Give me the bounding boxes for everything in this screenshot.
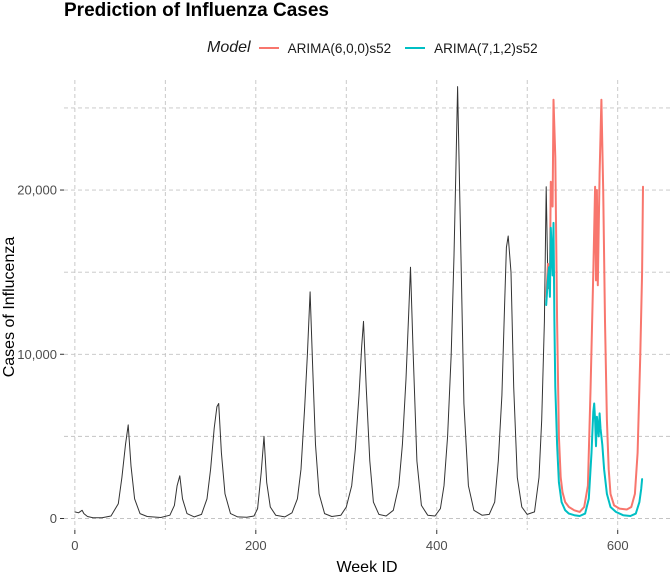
y-tick-label: 10,000 [17,347,57,362]
legend-swatch-arima-712 [405,47,426,49]
chart-title: Prediction of Influenza Cases [64,0,329,21]
x-tick-label: 400 [426,538,448,553]
y-tick-label: 0 [50,511,57,526]
x-axis-label: Week ID [336,559,397,576]
legend-title: Model [207,39,251,56]
series-line-observed [74,86,549,519]
legend-label-arima-712: ARIMA(7,1,2)s52 [434,40,538,56]
series-lines [74,86,644,519]
grid-lines [64,80,672,530]
legend: Model ARIMA(6,0,0)s52 ARIMA(7,1,2)s52 [207,37,552,59]
y-tick-label: 20,000 [17,183,57,198]
x-tick-label: 0 [71,538,78,553]
x-tick-label: 600 [607,538,629,553]
x-tick-label: 200 [245,538,267,553]
series-line-2 [545,221,644,517]
legend-item-arima-600: ARIMA(6,0,0)s52 [258,40,392,56]
series-line-1 [545,98,644,513]
legend-swatch-arima-600 [258,47,279,49]
y-axis-label: Cases of Influcenza [1,237,18,378]
legend-item-arima-712: ARIMA(7,1,2)s52 [405,41,538,56]
legend-label-arima-600: ARIMA(6,0,0)s52 [287,40,392,56]
axes: 0 10,000 20,000 0 200 400 600 [17,183,628,553]
